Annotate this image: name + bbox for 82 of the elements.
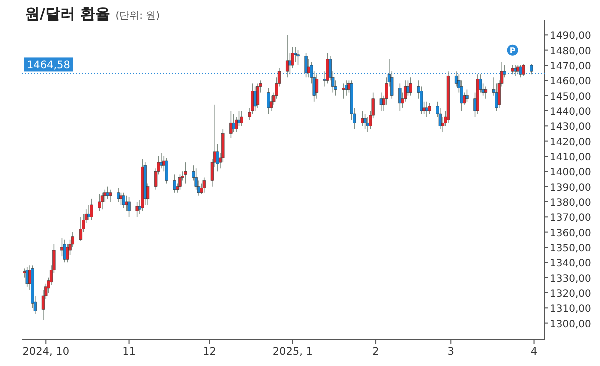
candlestick: [409, 77, 412, 96]
candlestick: [296, 50, 300, 66]
candlestick: [136, 202, 139, 218]
y-tick-label: 1370,00: [550, 213, 592, 224]
candlestick: [288, 52, 292, 75]
candlestick: [522, 64, 526, 77]
ref-line-label: 1464,58: [27, 60, 70, 72]
x-tick-label: 2024, 10: [22, 346, 70, 358]
candlestick: [120, 192, 123, 206]
candlestick: [122, 192, 126, 208]
candlestick: [364, 114, 367, 130]
y-tick-label: 1380,00: [550, 198, 592, 209]
y-tick-label: 1450,00: [550, 92, 592, 103]
candlestick: [178, 174, 182, 190]
candlestick: [232, 114, 236, 133]
y-tick-label: 1490,00: [550, 31, 592, 42]
candlestick: [60, 238, 64, 257]
candlestick: [79, 216, 83, 242]
candlestick: [117, 188, 120, 202]
candlestick: [98, 194, 102, 212]
candlestick: [240, 110, 244, 127]
candlestick: [286, 34, 290, 78]
y-tick-label: 1360,00: [550, 228, 592, 240]
y-tick-label: 1420,00: [550, 137, 592, 148]
candlestick: [100, 192, 104, 210]
candlestick: [530, 64, 534, 75]
candlestick: [428, 103, 432, 114]
x-tick-label: 4: [530, 346, 538, 358]
candlestick: [26, 266, 29, 288]
candlestick: [108, 189, 112, 202]
ref-label: 1464,58: [24, 58, 74, 72]
candlestick: [165, 158, 168, 184]
y-tick-label: 1300,00: [550, 319, 592, 330]
candlestick: [66, 244, 70, 264]
x-tick-label: 12: [203, 346, 216, 358]
x-tick-label: 11: [122, 346, 136, 358]
candlestick: [484, 86, 488, 100]
candlestick: [173, 174, 176, 194]
candlestick: [184, 162, 188, 184]
y-tick-label: 1390,00: [550, 182, 592, 194]
x-tick-label: 2: [372, 346, 380, 358]
candlestick: [466, 89, 469, 102]
y-tick-label: 1470,00: [550, 62, 592, 72]
candlestick: [511, 65, 514, 75]
candlestick: [425, 101, 429, 118]
chart-title: 원/달러 환율: [25, 5, 111, 23]
candlestick: [202, 177, 206, 194]
candlestick: [256, 83, 260, 108]
candlestick: [267, 88, 270, 114]
annotation: P: [507, 44, 518, 56]
candlestick: [128, 197, 131, 218]
candlestick: [125, 196, 128, 212]
candlestick: [516, 65, 520, 75]
y-tick-label: 1330,00: [550, 274, 592, 285]
candlestick: [90, 198, 94, 221]
candlestick: [514, 65, 518, 77]
candlestick: [160, 153, 164, 170]
y-tick-label: 1350,00: [550, 243, 592, 254]
y-tick-label: 1340,00: [550, 258, 592, 270]
candlestick: [270, 95, 273, 112]
y-tick-label: 1320,00: [550, 288, 592, 300]
annotation: P: [510, 46, 516, 56]
candlestick: [342, 83, 346, 100]
candlestick: [63, 240, 66, 264]
candlestick: [254, 86, 257, 112]
y-tick-label: 1430,00: [550, 122, 592, 134]
y-tick-label: 1460,00: [550, 76, 592, 88]
candlestick: [519, 65, 522, 78]
x-tick-label: 2025, 1: [272, 346, 313, 358]
candlestick: [304, 52, 308, 78]
y-tick-label: 1440,00: [550, 106, 592, 118]
chart-subtitle: (단위: 원): [116, 11, 160, 22]
y-tick-label: 1480,00: [550, 46, 592, 58]
candlestick: [230, 110, 233, 139]
candlestick: [380, 92, 383, 112]
y-tick-label: 1310,00: [550, 304, 592, 316]
candlestick: [106, 186, 110, 200]
y-tick-label: 1400,00: [550, 168, 592, 179]
y-tick-label: 1410,00: [550, 152, 592, 164]
candlestick: [398, 83, 402, 112]
candlestick: [315, 74, 319, 100]
x-tick-label: 3: [448, 346, 454, 358]
